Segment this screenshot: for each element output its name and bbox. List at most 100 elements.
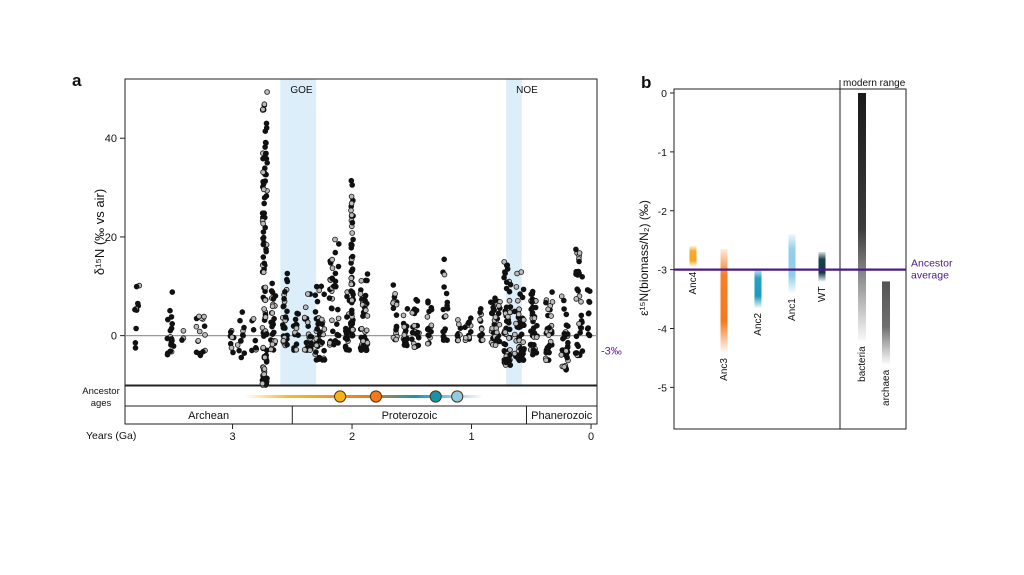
data-point xyxy=(349,289,356,296)
data-point xyxy=(169,320,176,327)
data-point xyxy=(515,355,522,362)
data-point xyxy=(443,290,450,297)
data-point xyxy=(492,314,499,320)
data-point xyxy=(573,246,579,253)
data-point xyxy=(364,277,370,284)
data-point xyxy=(393,326,399,333)
data-point xyxy=(342,325,349,332)
data-point xyxy=(496,321,503,328)
y-tick-label: 0 xyxy=(661,88,667,100)
data-point xyxy=(516,306,522,313)
data-point xyxy=(312,309,319,315)
data-point xyxy=(316,287,323,294)
data-point xyxy=(269,280,276,287)
data-point xyxy=(507,362,514,368)
data-point xyxy=(316,354,323,361)
data-point xyxy=(332,236,338,243)
data-point xyxy=(260,186,267,193)
x-axis-label: Years (Ga) xyxy=(86,430,136,442)
data-point xyxy=(503,304,510,311)
data-point xyxy=(201,313,207,320)
data-point xyxy=(196,328,203,335)
data-point xyxy=(543,299,549,306)
data-point xyxy=(329,275,335,282)
data-point xyxy=(228,345,235,351)
data-point xyxy=(492,342,499,348)
data-point xyxy=(165,316,171,323)
data-point xyxy=(425,332,432,339)
bar xyxy=(818,251,826,282)
data-point xyxy=(520,286,527,293)
x-tick-label: 2 xyxy=(349,431,355,443)
eon-strip xyxy=(124,405,598,425)
data-point xyxy=(348,310,355,317)
data-point xyxy=(400,312,407,319)
data-point xyxy=(576,258,582,265)
eon-label: Archean xyxy=(188,410,229,422)
data-point xyxy=(574,286,580,293)
ancestor-age-markers xyxy=(333,390,464,403)
data-point xyxy=(515,311,522,318)
modern-range-label: modern range xyxy=(843,78,906,89)
data-point xyxy=(329,256,336,263)
data-point xyxy=(260,241,267,248)
eon-labels: Archean Proterozoic Phanerozoic xyxy=(188,406,593,424)
data-point xyxy=(284,308,290,315)
data-point xyxy=(260,254,267,260)
data-point xyxy=(348,241,355,248)
data-point xyxy=(307,333,314,340)
data-point xyxy=(348,177,355,184)
data-point xyxy=(561,306,567,312)
eon-label: Proterozoic xyxy=(382,410,438,422)
data-point xyxy=(501,357,508,363)
panel-a-label: a xyxy=(72,71,82,90)
data-point xyxy=(514,297,521,304)
data-point xyxy=(564,343,571,350)
data-point xyxy=(392,290,398,297)
data-point xyxy=(502,329,509,336)
data-point xyxy=(264,89,270,95)
data-point xyxy=(393,312,400,318)
data-point xyxy=(284,278,291,285)
data-point xyxy=(444,302,450,309)
data-point xyxy=(401,342,408,348)
bar xyxy=(788,234,796,294)
data-point xyxy=(167,307,173,314)
eon-label: Phanerozoic xyxy=(531,410,593,422)
data-point xyxy=(133,283,140,290)
y-tick-label: -5 xyxy=(658,382,667,394)
data-point xyxy=(507,281,514,288)
data-point xyxy=(239,309,246,315)
data-point xyxy=(180,327,187,334)
data-point xyxy=(513,320,519,327)
data-point xyxy=(350,236,356,243)
data-point xyxy=(503,279,510,286)
data-point xyxy=(363,327,370,334)
data-point xyxy=(528,306,534,313)
data-point xyxy=(260,169,266,176)
data-point xyxy=(360,313,366,319)
data-point xyxy=(302,304,309,311)
data-point xyxy=(259,210,266,217)
data-point xyxy=(237,317,243,324)
data-point xyxy=(462,335,469,341)
data-point xyxy=(528,328,534,335)
data-point xyxy=(268,288,275,294)
ancestor-average-label: Ancestor average xyxy=(911,258,953,282)
bar xyxy=(882,281,890,364)
data-point xyxy=(313,342,320,349)
data-point xyxy=(501,259,508,265)
data-point xyxy=(362,292,369,299)
y-axis-label: δ¹⁵N (‰ vs air) xyxy=(92,189,107,275)
data-point xyxy=(549,299,556,305)
data-point xyxy=(455,317,461,323)
data-point xyxy=(317,329,323,335)
data-point xyxy=(349,230,356,236)
data-point xyxy=(164,350,171,357)
data-point xyxy=(520,339,526,345)
data-point xyxy=(546,324,552,331)
data-point xyxy=(455,321,462,328)
data-point xyxy=(328,305,335,312)
ancestor-gradient xyxy=(244,395,484,398)
data-point xyxy=(250,316,257,322)
